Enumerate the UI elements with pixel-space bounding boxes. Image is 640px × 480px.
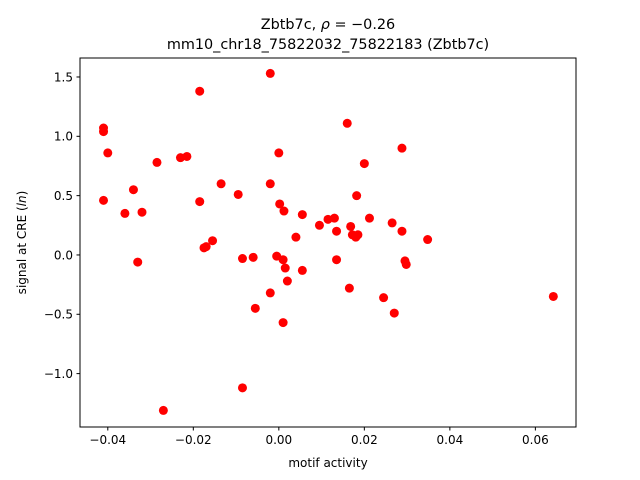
x-tick-label: −0.04 (89, 433, 126, 447)
data-point-37 (314, 220, 324, 230)
data-point-4 (128, 185, 138, 195)
data-point-7 (133, 257, 143, 267)
y-tick-label: −1.0 (44, 367, 73, 381)
data-point-35 (297, 210, 307, 220)
data-point-18 (233, 189, 243, 199)
data-point-31 (280, 263, 290, 273)
data-point-44 (346, 221, 356, 231)
data-point-21 (248, 252, 258, 262)
x-tick-label: 0.04 (437, 433, 464, 447)
data-point-43 (344, 283, 354, 293)
data-point-13 (195, 197, 205, 207)
data-point-9 (158, 405, 168, 415)
data-point-59 (548, 291, 558, 301)
data-point-53 (389, 308, 399, 318)
data-point-11 (182, 151, 192, 161)
data-point-48 (353, 230, 363, 240)
data-point-50 (364, 213, 374, 223)
data-point-22 (250, 303, 260, 313)
data-point-8 (152, 157, 162, 167)
data-point-3 (99, 195, 109, 205)
y-tick-label: 1.0 (54, 130, 73, 144)
data-point-34 (291, 232, 301, 242)
y-tick-label: −0.5 (44, 308, 73, 322)
data-point-33 (278, 318, 288, 328)
data-point-2 (103, 148, 113, 158)
y-tick-label: 0.0 (54, 248, 73, 262)
data-point-5 (120, 208, 130, 218)
data-point-16 (208, 236, 218, 246)
data-point-54 (397, 143, 407, 153)
y-tick-label: 1.5 (54, 70, 73, 84)
data-point-12 (195, 86, 205, 96)
x-axis-label: motif activity (288, 456, 367, 470)
data-point-25 (265, 288, 275, 298)
data-point-29 (278, 255, 288, 265)
data-point-47 (352, 191, 362, 201)
data-point-17 (216, 179, 226, 189)
data-point-15 (201, 242, 211, 252)
x-axis-ticks: −0.04 −0.02 0.00 0.02 0.04 0.06 (89, 427, 549, 447)
x-tick-label: 0.06 (522, 433, 549, 447)
data-point-19 (237, 254, 247, 264)
x-tick-label: −0.02 (175, 433, 212, 447)
y-tick-label: 0.5 (54, 189, 73, 203)
data-point-51 (379, 293, 389, 303)
y-axis-ticks: −1.0 −0.5 0.0 0.5 1.0 1.5 (44, 70, 80, 381)
data-point-23 (265, 68, 275, 78)
data-point-52 (387, 218, 397, 228)
data-point-1 (99, 127, 109, 137)
x-tick-label: 0.02 (351, 433, 378, 447)
y-axis-label: signal at CRE (ln) (15, 191, 29, 295)
data-point-40 (332, 226, 342, 236)
x-tick-label: 0.00 (265, 433, 292, 447)
data-point-20 (237, 383, 247, 393)
chart-title-line2: mm10_chr18_75822032_75822183 (Zbtb7c) (167, 37, 489, 53)
data-point-58 (423, 235, 433, 245)
data-points (99, 68, 558, 415)
data-point-27 (274, 148, 284, 158)
data-point-30 (279, 206, 289, 216)
data-point-28 (275, 199, 285, 209)
data-point-57 (401, 259, 411, 269)
plot-frame (79, 57, 577, 428)
data-point-42 (342, 118, 352, 128)
data-point-24 (265, 179, 275, 189)
data-point-6 (137, 207, 147, 217)
data-point-36 (297, 265, 307, 275)
data-point-41 (332, 255, 342, 265)
data-point-49 (359, 159, 369, 169)
data-point-55 (397, 226, 407, 236)
data-point-32 (282, 276, 292, 286)
chart-title-line1: Zbtb7c, ρ = −0.26 (261, 17, 395, 33)
data-point-39 (329, 213, 339, 223)
